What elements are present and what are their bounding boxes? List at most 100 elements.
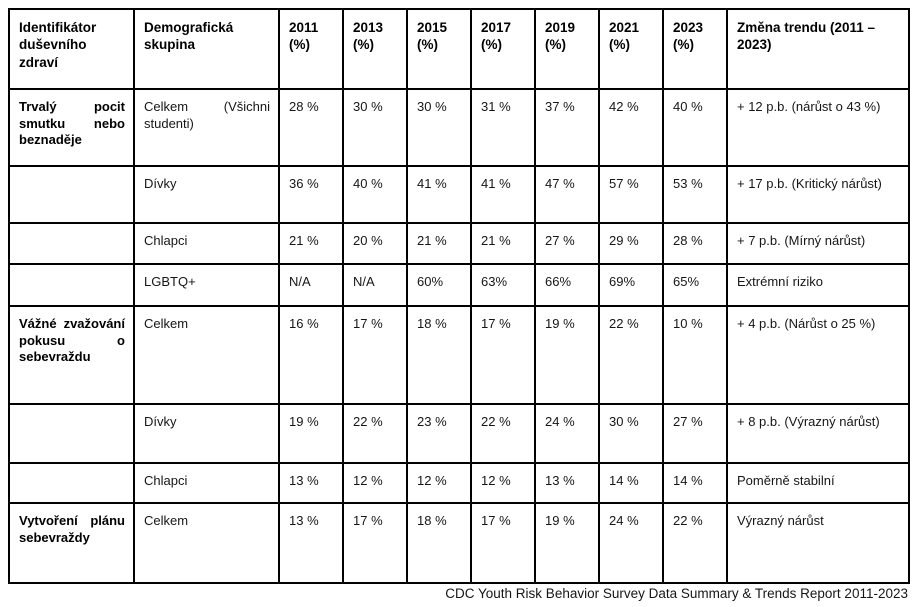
value-cell: 16 % — [278, 305, 344, 405]
group-cell: Chlapci — [133, 462, 280, 504]
column-header-2021: 2021 (%) — [598, 8, 664, 90]
value-cell: 23 % — [406, 403, 472, 464]
value-cell: 30 % — [598, 403, 664, 464]
value-cell: 18 % — [406, 502, 472, 584]
column-header-2013: 2013 (%) — [342, 8, 408, 90]
value-cell: 21 % — [406, 222, 472, 265]
value-cell: 14 % — [662, 462, 728, 504]
column-header-trend: Změna trendu (2011 – 2023) — [726, 8, 910, 90]
value-cell: 17 % — [470, 305, 536, 405]
table-row: Vážné zvažování pokusu o sebevraždu Celke… — [8, 305, 910, 405]
group-cell: Celkem — [133, 502, 280, 584]
value-cell: 12 % — [470, 462, 536, 504]
value-cell: 29 % — [598, 222, 664, 265]
value-cell: 17 % — [342, 305, 408, 405]
value-cell: 24 % — [598, 502, 664, 584]
indicator-cell — [8, 263, 135, 307]
value-cell: 22 % — [662, 502, 728, 584]
indicator-cell: Vážné zvažování pokusu o sebevraždu — [8, 305, 135, 405]
value-cell: 20 % — [342, 222, 408, 265]
table-row: Dívky 36 % 40 % 41 % 41 % 47 % 57 % 53 % + 17 p.… — [8, 165, 910, 224]
value-cell: 28 % — [278, 88, 344, 167]
indicator-cell: Trvalý pocit smutku nebo beznaděje — [8, 88, 135, 167]
value-cell: 17 % — [342, 502, 408, 584]
table-row: Chlapci 13 % 12 % 12 % 12 % 13 % 14 % 14 % Poměr… — [8, 462, 910, 504]
value-cell: 19 % — [534, 502, 600, 584]
table-body: Trvalý pocit smutku nebo beznaděje Celkem… — [8, 88, 910, 584]
value-cell: 17 % — [470, 502, 536, 584]
value-cell: 47 % — [534, 165, 600, 224]
trend-cell: + 7 p.b. (Mírný nárůst) — [726, 222, 910, 265]
value-cell: 66% — [534, 263, 600, 307]
value-cell: 22 % — [598, 305, 664, 405]
source-attribution: CDC Youth Risk Behavior Survey Data Summ… — [445, 586, 908, 601]
table-row: Trvalý pocit smutku nebo beznaděje Celkem… — [8, 88, 910, 167]
indicator-cell: Vytvoření plánu sebevraždy — [8, 502, 135, 584]
group-cell: Celkem — [133, 305, 280, 405]
trend-cell: + 4 p.b. (Nárůst o 25 %) — [726, 305, 910, 405]
value-cell: 27 % — [534, 222, 600, 265]
value-cell: 69% — [598, 263, 664, 307]
value-cell: 18 % — [406, 305, 472, 405]
value-cell: 12 % — [342, 462, 408, 504]
trend-cell: + 8 p.b. (Výrazný nárůst) — [726, 403, 910, 464]
value-cell: 42 % — [598, 88, 664, 167]
indicator-cell — [8, 222, 135, 265]
trend-cell: Extrémní riziko — [726, 263, 910, 307]
value-cell: 21 % — [278, 222, 344, 265]
column-header-indicator: Identifikátor duševního zdraví — [8, 8, 135, 90]
value-cell: N/A — [342, 263, 408, 307]
column-header-2017: 2017 (%) — [470, 8, 536, 90]
value-cell: 57 % — [598, 165, 664, 224]
table-row: Chlapci 21 % 20 % 21 % 21 % 27 % 29 % 28 % + 7 p… — [8, 222, 910, 265]
value-cell: 22 % — [470, 403, 536, 464]
value-cell: 40 % — [662, 88, 728, 167]
column-header-2011: 2011 (%) — [278, 8, 344, 90]
column-header-2015: 2015 (%) — [406, 8, 472, 90]
trend-cell: + 12 p.b. (nárůst o 43 %) — [726, 88, 910, 167]
indicator-cell — [8, 462, 135, 504]
value-cell: 31 % — [470, 88, 536, 167]
value-cell: 21 % — [470, 222, 536, 265]
value-cell: 22 % — [342, 403, 408, 464]
value-cell: 28 % — [662, 222, 728, 265]
value-cell: 19 % — [534, 305, 600, 405]
column-header-2023: 2023 (%) — [662, 8, 728, 90]
table-row: LGBTQ+ N/A N/A 60% 63% 66% 69% 65% Extrémní rizi… — [8, 263, 910, 307]
value-cell: 19 % — [278, 403, 344, 464]
value-cell: 10 % — [662, 305, 728, 405]
indicator-cell — [8, 403, 135, 464]
value-cell: 30 % — [342, 88, 408, 167]
value-cell: 41 % — [406, 165, 472, 224]
value-cell: 24 % — [534, 403, 600, 464]
group-cell: Celkem (Všichni studenti) — [133, 88, 280, 167]
table-row: Dívky 19 % 22 % 23 % 22 % 24 % 30 % 27 % + 8 p.b… — [8, 403, 910, 464]
group-cell: Dívky — [133, 403, 280, 464]
column-header-2019: 2019 (%) — [534, 8, 600, 90]
value-cell: 41 % — [470, 165, 536, 224]
value-cell: 53 % — [662, 165, 728, 224]
value-cell: 60% — [406, 263, 472, 307]
indicator-cell — [8, 165, 135, 224]
value-cell: 27 % — [662, 403, 728, 464]
group-cell: Chlapci — [133, 222, 280, 265]
value-cell: 40 % — [342, 165, 408, 224]
value-cell: 36 % — [278, 165, 344, 224]
trend-cell: Poměrně stabilní — [726, 462, 910, 504]
trend-cell: + 17 p.b. (Kritický nárůst) — [726, 165, 910, 224]
value-cell: 13 % — [278, 502, 344, 584]
group-cell: LGBTQ+ — [133, 263, 280, 307]
value-cell: 65% — [662, 263, 728, 307]
value-cell: 12 % — [406, 462, 472, 504]
value-cell: 63% — [470, 263, 536, 307]
table-row: Vytvoření plánu sebevraždy Celkem 13 % 17 %… — [8, 502, 910, 584]
table-header: Identifikátor duševního zdraví Demografi… — [8, 8, 910, 90]
value-cell: N/A — [278, 263, 344, 307]
header-row: Identifikátor duševního zdraví Demografi… — [8, 8, 910, 90]
value-cell: 13 % — [534, 462, 600, 504]
column-header-group: Demografická skupina — [133, 8, 280, 90]
value-cell: 37 % — [534, 88, 600, 167]
group-cell: Dívky — [133, 165, 280, 224]
trend-cell: Výrazný nárůst — [726, 502, 910, 584]
